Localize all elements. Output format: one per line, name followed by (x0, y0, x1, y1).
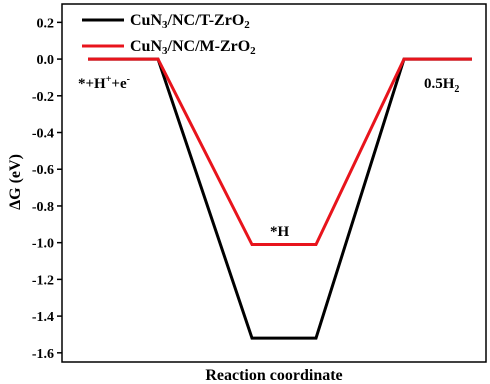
series-layer (88, 57, 472, 340)
x-axis-label: Reaction coordinate (205, 367, 342, 384)
state-label-adsorbed-h: *H (270, 224, 290, 240)
y-tick-label: -1.4 (32, 310, 54, 325)
plot-frame (61, 3, 487, 363)
legend: CuN3/NC/T-ZrO2 CuN3/NC/M-ZrO2 (82, 12, 256, 57)
y-tick-label: -1.2 (32, 273, 54, 288)
y-tick-label: -0.6 (32, 163, 54, 178)
state-label-final: 0.5H2 (424, 76, 459, 95)
y-tick-label: -1.6 (32, 347, 54, 362)
legend-entry-m-zro2: CuN3/NC/M-ZrO2 (130, 38, 256, 57)
y-tick-label: -1.0 (32, 237, 54, 252)
y-axis-ticks: 0.2 0.0 -0.2 -0.4 -0.6 -0.8 -1.0 -1.2 -1.4 -1.6 (32, 16, 62, 362)
legend-entry-t-zro2: CuN3/NC/T-ZrO2 (130, 12, 250, 31)
y-tick-label: -0.8 (32, 200, 54, 215)
y-tick-label: 0.0 (37, 53, 55, 68)
y-tick-label: -0.2 (32, 90, 54, 105)
series-line-t-zro2 (88, 57, 472, 340)
y-tick-label: 0.2 (37, 16, 55, 31)
series-line-m-zro2 (88, 57, 472, 247)
state-label-initial: *+H++e- (78, 74, 130, 92)
y-tick-label: -0.4 (32, 127, 54, 142)
y-axis-label: ΔG (eV) (7, 154, 24, 210)
